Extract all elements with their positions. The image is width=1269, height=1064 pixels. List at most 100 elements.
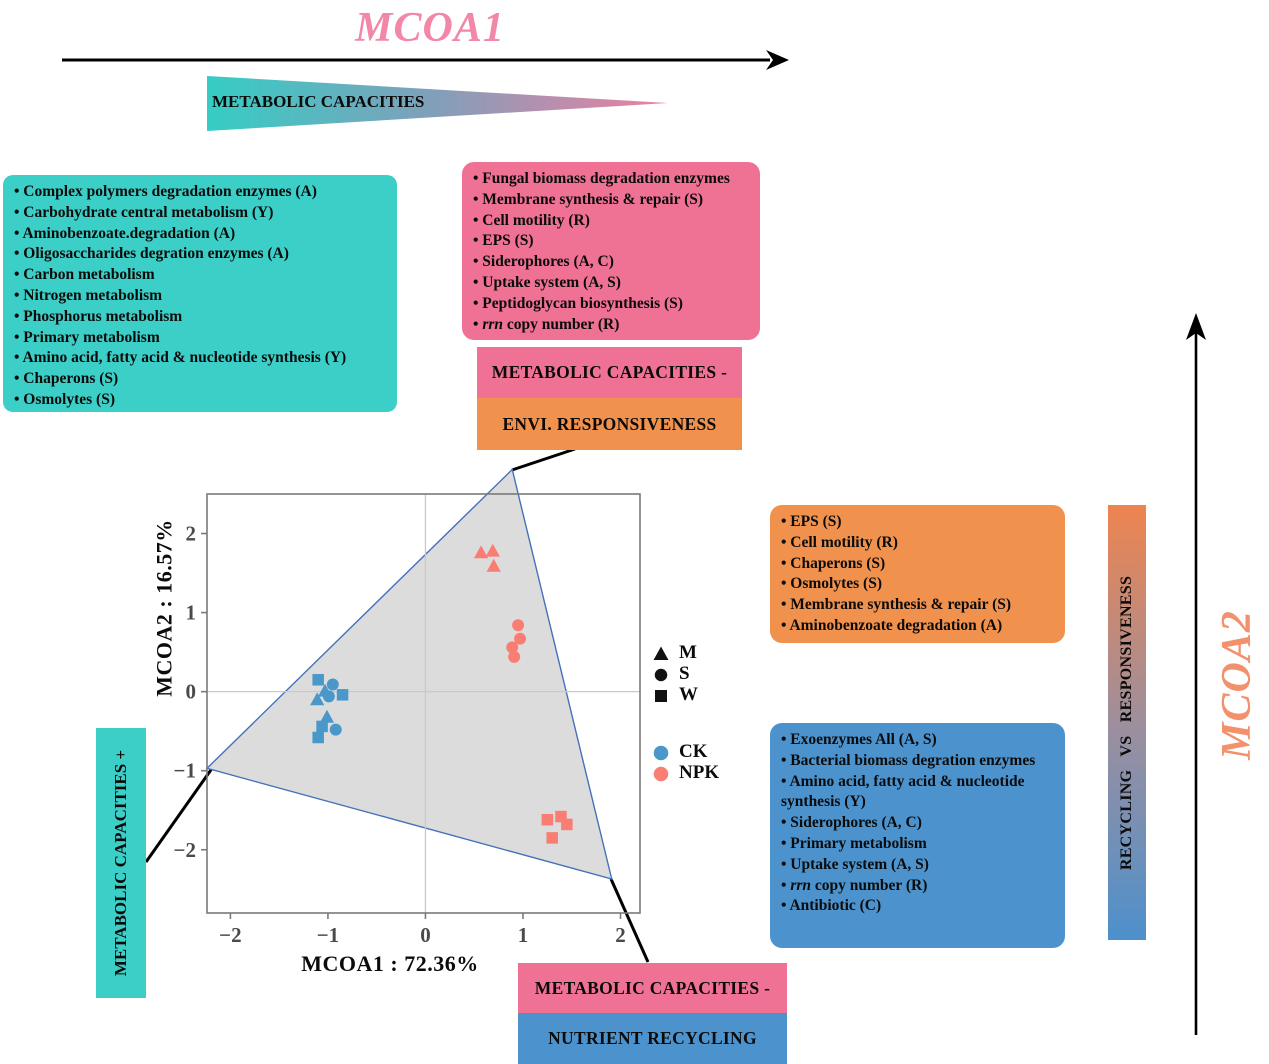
list-item: • Chaperons (S): [781, 554, 886, 572]
list-item: • Complex polymers degradation enzymes (…: [14, 183, 317, 200]
list-item: • Nitrogen metabolism: [14, 286, 163, 304]
y-tick-label: 2: [186, 522, 197, 546]
legend-label: W: [679, 684, 698, 705]
data-point-ck-triangle: [319, 709, 335, 723]
list-item: • EPS (S): [781, 513, 842, 530]
convex-hull: [205, 468, 613, 880]
list-item: • Osmolytes (S): [781, 575, 882, 593]
list-item: • Amino acid, fatty acid & nucleotide sy…: [14, 349, 347, 367]
responsiveness-orange-list: • EPS (S) • Cell motility (R) • Chaperons …: [770, 505, 1065, 643]
list-item: • Cell motility (R): [473, 211, 590, 229]
list-item: • Primary metabolism: [781, 834, 927, 852]
data-point-npk-circle: [506, 641, 519, 654]
list-item: • Uptake system (A, S): [473, 273, 621, 291]
list-item: • EPS (S): [473, 232, 534, 250]
list-item: • Aminobenzoate degradation (A): [781, 616, 1003, 634]
nutrient-recycling-blue-list: • Exoenzymes All (A, S) • Bacterial bioma…: [770, 723, 1065, 948]
responsiveness-orange-items: • EPS (S) • Cell motility (R) • Chaperons …: [770, 505, 1065, 644]
list-item: • Carbohydrate central metabolism (Y): [14, 203, 274, 221]
list-item: • rrn copy number (R): [781, 876, 928, 894]
nutrient-tag-top: METABOLIC CAPACITIES -: [518, 963, 787, 1013]
list-item: • Fungal biomass degradation enzymes: [473, 170, 730, 187]
y-tick-label: 0: [186, 680, 197, 704]
legend-item: S: [652, 663, 698, 684]
list-item: • Exoenzymes All (A, S): [781, 731, 937, 748]
data-point-ck-square: [316, 720, 328, 733]
connector-line-metabolic-plus: [144, 766, 215, 863]
plot-panel-border: [206, 493, 641, 914]
mcoa1-title: MCOA1: [355, 5, 505, 51]
list-item: • Amino acid, fatty acid & nucleotide sy…: [781, 772, 1025, 811]
mcoa1-axis-arrow: [62, 50, 789, 70]
y-tick-label: −1: [174, 759, 196, 783]
metabolic-capacities-gradient-label: METABOLIC CAPACITIES: [212, 92, 425, 111]
x-tick-label: −2: [219, 923, 241, 947]
nutrient-tag-bottom: NUTRIENT RECYCLING: [518, 1013, 787, 1064]
connector-line-envi: [511, 447, 576, 472]
list-item: • rrn copy number (R): [473, 315, 620, 333]
data-point-npk-circle: [514, 632, 527, 645]
metabolic-capacities-plus-list: • Complex polymers degradation enzymes (…: [3, 175, 397, 412]
data-point-ck-circle: [326, 678, 339, 691]
legend-item: M: [652, 642, 698, 663]
list-item: • Siderophores (A, C): [473, 253, 614, 271]
nutrient-recycling-tag: METABOLIC CAPACITIES - NUTRIENT RECYCLIN…: [518, 963, 787, 1064]
list-item: • Aminobenzoate.degradation (A): [14, 224, 236, 242]
data-point-ck-square: [336, 689, 349, 701]
list-item: • Primary metabolism: [14, 328, 160, 346]
data-point-ck-circle: [329, 723, 342, 736]
x-tick-label: 2: [615, 923, 626, 947]
y-tick-label: −2: [174, 838, 196, 862]
legend-label: NPK: [679, 762, 720, 783]
list-item: • Phosphorus metabolism: [14, 307, 183, 325]
legend-label: CK: [679, 741, 708, 762]
data-point-ck-triangle: [310, 692, 325, 706]
data-point-npk-circle: [512, 619, 525, 632]
treatment-legend: CK NPK: [652, 741, 720, 783]
list-item: • Membrane synthesis & repair (S): [473, 190, 704, 208]
metabolic-capacities-plus-tag: METABOLIC CAPACITIES +: [96, 728, 146, 998]
metabolic-capacities-gradient-triangle: [207, 76, 668, 131]
metabolic-capacities-plus-items: • Complex polymers degradation enzymes (…: [3, 175, 397, 418]
mcoa-scatter-plot: −2 −1 0 1 2 −2 −1 0 1 2: [174, 468, 641, 947]
list-item: • Uptake system (A, S): [781, 855, 929, 873]
list-item: • Chaperons (S): [14, 370, 119, 388]
list-item: • Osmolytes (S): [14, 390, 115, 408]
envi-responsiveness-pink-list: • Fungal biomass degradation enzymes • Me…: [462, 162, 760, 340]
x-tick-label: 0: [420, 923, 431, 947]
data-point-npk-triangle: [485, 543, 500, 557]
circle-icon: [654, 668, 668, 682]
data-point-ck-square: [312, 731, 324, 744]
list-item: • Peptidoglycan biosynthesis (S): [473, 294, 683, 312]
data-point-npk-triangle: [486, 558, 501, 572]
data-point-npk-triangle: [473, 545, 489, 559]
data-point-ck-circle: [322, 690, 335, 703]
dot-icon: [653, 745, 669, 761]
legend-item: CK: [652, 741, 719, 762]
x-tick-label: 1: [518, 923, 529, 947]
list-item: • Membrane synthesis & repair (S): [781, 596, 1012, 614]
x-tick-label: −1: [317, 923, 339, 947]
data-point-npk-square: [546, 832, 558, 844]
x-axis-title: MCOA1 : 72.36%: [301, 951, 479, 976]
list-item: • Cell motility (R): [781, 533, 898, 551]
mcoa2-axis-arrow: [1186, 313, 1206, 1035]
data-point-ck-square: [312, 674, 324, 686]
data-point-npk-square: [541, 813, 554, 826]
legend-item: NPK: [652, 762, 720, 783]
nutrient-recycling-blue-items: • Exoenzymes All (A, S) • Bacterial bioma…: [770, 723, 1065, 924]
y-axis-title: MCOA2 : 16.57%: [152, 519, 178, 697]
envi-tag-top: METABOLIC CAPACITIES -: [477, 347, 742, 398]
envi-responsiveness-tag: METABOLIC CAPACITIES - ENVI. RESPONSIVEN…: [477, 347, 742, 450]
list-item: • Siderophores (A, C): [781, 814, 922, 832]
data-point-npk-square: [555, 810, 567, 823]
list-item: • Bacterial biomass degration enzymes: [781, 751, 1036, 769]
legend-label: M: [679, 642, 697, 663]
list-item: • Carbon metabolism: [14, 266, 155, 284]
list-item: • Oligosaccharides degration enzymes (A): [14, 245, 289, 263]
triangle-icon: [653, 646, 669, 660]
square-icon: [655, 690, 667, 702]
